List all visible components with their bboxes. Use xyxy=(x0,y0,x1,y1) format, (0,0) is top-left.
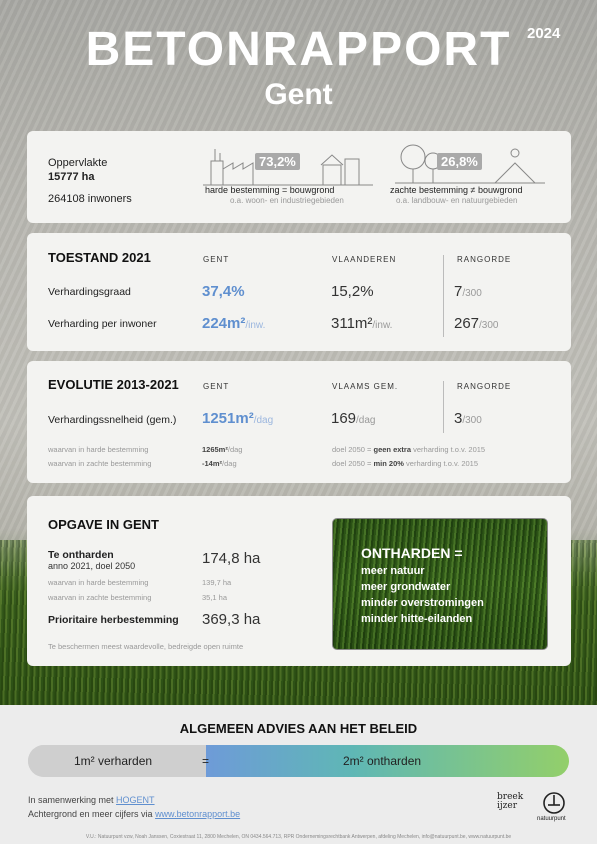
sub-value: 35,1 ha xyxy=(202,593,228,602)
state-2021-card: TOESTAND 2021 GENT VLAANDEREN RANGORDE V… xyxy=(27,233,571,351)
soft-pct-badge: 26,8% xyxy=(437,153,482,170)
box-item: minder hitte-eilanden xyxy=(361,613,473,625)
responsible-publisher: V.U.: Natuurpunt vzw, Noah Janssen, Coxi… xyxy=(85,834,512,840)
report-year: 2024 xyxy=(527,25,561,42)
task-title: OPGAVE IN GENT xyxy=(48,517,159,532)
sub-label: waarvan in zachte bestemming xyxy=(48,459,152,468)
betonrapport-link[interactable]: www.betonrapport.be xyxy=(155,809,241,819)
more-line: Achtergrond en meer cijfers via www.beto… xyxy=(28,809,241,819)
sub-value: -14m²/dag xyxy=(202,459,237,468)
natuurpunt-label: natuurpunt xyxy=(537,816,566,822)
soft-label: zachte bestemming ≠ bouwgrond xyxy=(390,185,523,195)
col-vlaams-gem: VLAAMS GEM. xyxy=(332,382,399,391)
area-label: Oppervlakte xyxy=(48,157,108,169)
natuurpunt-logo-icon xyxy=(543,792,565,814)
advice-left: 1m² verharden xyxy=(74,754,153,768)
task-card: OPGAVE IN GENT Te ontharden anno 2021, d… xyxy=(27,496,571,666)
collab-line: In samenwerking met HOGENT xyxy=(28,795,155,805)
rank-value: 3/300 xyxy=(454,410,482,427)
row-label: Verhardingsgraad xyxy=(48,286,131,298)
goal-2050: doel 2050 = geen extra verharding t.o.v.… xyxy=(332,445,486,454)
city-name: Gent xyxy=(264,78,333,111)
evolution-title: EVOLUTIE 2013-2021 xyxy=(48,377,179,392)
unpave-sub: anno 2021, doel 2050 xyxy=(48,561,136,571)
sub-label: waarvan in harde bestemming xyxy=(48,578,149,587)
rank-value: 7/300 xyxy=(454,283,482,300)
col-gent: GENT xyxy=(203,255,230,264)
advice-section: ALGEMEEN ADVIES AAN HET BELEID 1m² verha… xyxy=(0,705,597,844)
priority-value: 369,3 ha xyxy=(202,611,261,628)
gent-value: 37,4% xyxy=(202,283,245,300)
col-rangorde: RANGORDE xyxy=(457,382,512,391)
advice-equals: = xyxy=(202,754,210,768)
state-title: TOESTAND 2021 xyxy=(48,250,151,265)
hard-pct-badge: 73,2% xyxy=(255,153,300,170)
gent-value: 224m²/inw. xyxy=(202,315,266,332)
hogent-link[interactable]: HOGENT xyxy=(116,795,155,805)
task-note: Te beschermen meest waardevolle, bedreig… xyxy=(48,642,244,651)
gent-value: 1251m²/dag xyxy=(202,410,274,427)
sub-label: waarvan in harde bestemming xyxy=(48,445,149,454)
area-value: 15777 ha xyxy=(48,171,95,183)
evolution-card: EVOLUTIE 2013-2021 GENT VLAAMS GEM. RANG… xyxy=(27,361,571,483)
vl-value: 311m²/inw. xyxy=(331,315,393,332)
sub-label: waarvan in zachte bestemming xyxy=(48,593,152,602)
col-gent: GENT xyxy=(203,382,230,391)
vl-value: 169/dag xyxy=(331,410,376,427)
advice-title: ALGEMEEN ADVIES AAN HET BELEID xyxy=(179,721,418,736)
unpave-value: 174,8 ha xyxy=(202,550,261,567)
rank-value: 267/300 xyxy=(454,315,499,332)
ontharden-box: ONTHARDEN = meer natuur meer grondwater … xyxy=(332,518,548,650)
goal-2050: doel 2050 = min 20% verharding t.o.v. 20… xyxy=(332,459,479,468)
vl-value: 15,2% xyxy=(331,283,374,300)
report-title: BETONRAPPORT xyxy=(85,23,512,76)
trees-nature-icon xyxy=(395,144,545,184)
breek-ijzer-logo: breek ijzer xyxy=(497,792,524,811)
divider xyxy=(443,381,444,433)
inhabitants: 264108 inwoners xyxy=(48,193,132,205)
city-buildings-icon xyxy=(203,149,373,186)
unpave-label: Te ontharden xyxy=(48,549,114,561)
priority-label: Prioritaire herbestemming xyxy=(48,614,179,626)
sub-value: 1265m²/dag xyxy=(202,445,243,454)
overview-card: Oppervlakte 15777 ha 264108 inwoners 73,… xyxy=(27,131,571,223)
sub-value: 139,7 ha xyxy=(202,578,232,587)
box-item: minder overstromingen xyxy=(361,597,484,609)
advice-right: 2m² ontharden xyxy=(343,754,422,768)
soft-sub: o.a. landbouw- en natuurgebieden xyxy=(396,196,518,205)
row-label: Verharding per inwoner xyxy=(48,318,157,330)
col-vlaanderen: VLAANDEREN xyxy=(332,255,397,264)
hard-sub: o.a. woon- en industriegebieden xyxy=(230,196,344,205)
box-title: ONTHARDEN = xyxy=(361,545,463,561)
hard-label: harde bestemming = bouwgrond xyxy=(205,185,335,195)
row-label: Verhardingssnelheid (gem.) xyxy=(48,414,177,426)
col-rangorde: RANGORDE xyxy=(457,255,512,264)
box-item: meer grondwater xyxy=(361,581,451,593)
advice-bar: 1m² verharden = 2m² ontharden xyxy=(28,745,569,777)
box-item: meer natuur xyxy=(361,565,425,577)
divider xyxy=(443,255,444,337)
